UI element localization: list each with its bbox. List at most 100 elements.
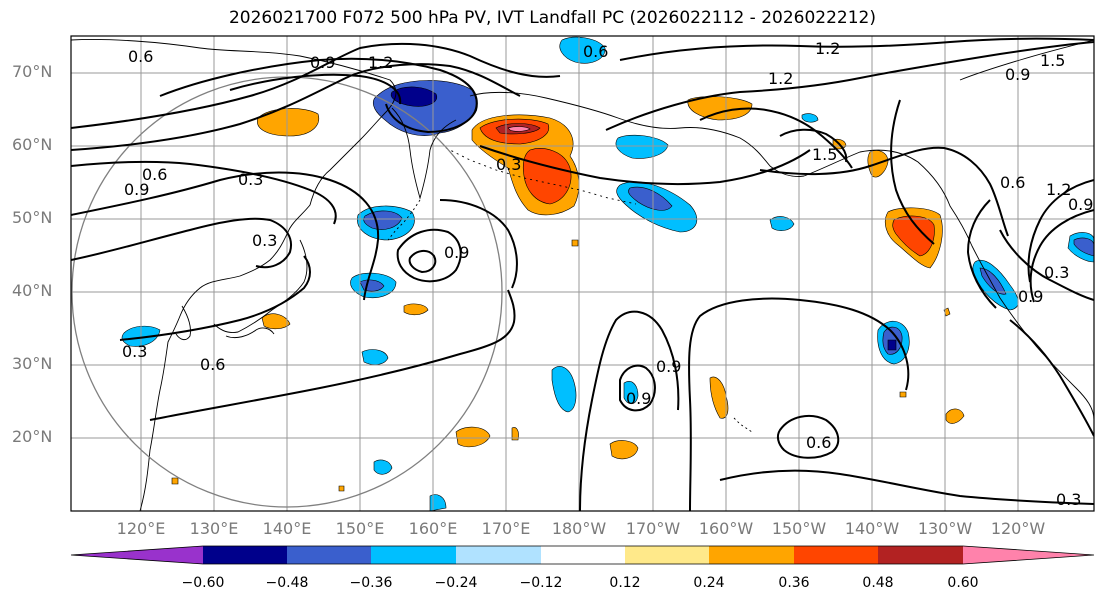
pv-negative-core <box>979 267 1007 295</box>
contour-label: 0.6 <box>806 433 831 452</box>
contour-label: 0.9 <box>656 357 681 376</box>
map-frame <box>70 35 1095 512</box>
contour-label: 0.3 <box>1044 263 1069 282</box>
pv-negative-core <box>390 86 438 107</box>
pv-positive-blob <box>709 376 729 419</box>
colorbar-tick: −0.36 <box>349 575 393 591</box>
pv-positive-blob <box>338 485 345 492</box>
contour-0.9 <box>71 63 521 151</box>
lon-label: 160°W <box>698 519 754 538</box>
pv-negative-blob <box>769 216 795 231</box>
contour-0.9 <box>619 364 656 412</box>
pv-positive-blob <box>257 108 320 137</box>
contour-0.3 <box>719 469 1094 505</box>
colorbar-tick: −0.48 <box>265 575 309 591</box>
lon-label: 140°W <box>844 519 900 538</box>
colorbar-segment <box>878 546 963 564</box>
asia-coastline <box>71 39 397 511</box>
korea-coastline <box>175 305 191 341</box>
contour-label: 0.3 <box>1056 490 1081 509</box>
contour-1.2 <box>408 250 437 274</box>
contour-0.3 <box>71 217 292 269</box>
contour-label: 0.9 <box>1068 195 1093 214</box>
pv-negative-blob <box>801 113 819 123</box>
contour-0.9 <box>605 41 1094 131</box>
lon-label: 170°W <box>625 519 681 538</box>
pv-positive-blob <box>403 303 429 316</box>
pv-positive-blob <box>945 408 965 424</box>
colorbar-outline <box>70 545 1095 565</box>
contour-label: 0.6 <box>142 165 167 184</box>
contour-0.9 <box>1029 209 1094 303</box>
coastlines <box>71 39 1094 511</box>
pv-negative-blob <box>559 36 606 64</box>
contour-label: 0.3 <box>496 155 521 174</box>
contour-0.6 <box>579 310 680 511</box>
contour-label: 0.9 <box>444 243 469 262</box>
contour-0.9 <box>396 228 462 283</box>
contour-labels: 0.6 0.9 1.2 0.6 1.2 0.9 1.5 1.2 0.3 1.5 … <box>122 39 1093 509</box>
contour-1.5 <box>779 128 848 163</box>
contour-0.6 <box>890 99 935 245</box>
contour-1.2 <box>1027 179 1094 283</box>
pv-positive-blob <box>609 440 639 460</box>
contour-0.6 <box>966 199 997 309</box>
north-america-coastline <box>959 39 1094 81</box>
colorbar-segment <box>287 546 371 564</box>
contour-label: 1.5 <box>812 145 837 164</box>
pv-negative-blob <box>623 381 639 405</box>
colorbar-segment <box>203 546 287 564</box>
lat-label: 20°N <box>12 427 53 446</box>
lon-label: 130°E <box>189 519 239 538</box>
colorbar-segment <box>456 546 541 564</box>
colorbar-extend-max <box>963 546 1094 564</box>
pv-positive-blob <box>455 426 491 448</box>
colorbar-tick: 0.60 <box>947 575 979 591</box>
colorbar-tick: 0.36 <box>778 575 810 591</box>
contour-label: 0.3 <box>252 231 277 250</box>
contour-label: 0.9 <box>124 180 149 199</box>
contour-label: 1.2 <box>815 39 840 58</box>
lon-label: 150°W <box>771 519 827 538</box>
contour-0.6 <box>776 414 840 459</box>
lon-label: 160°E <box>408 519 458 538</box>
colorbar-segment <box>625 546 709 564</box>
ivt-contours <box>71 37 1094 511</box>
colorbar-segment <box>709 546 794 564</box>
pv-negative-blob <box>551 366 577 413</box>
colorbar-tick: 0.12 <box>609 575 641 591</box>
contour-0.9 <box>1009 319 1094 437</box>
lat-label: 50°N <box>12 208 53 227</box>
lat-label: 30°N <box>12 354 53 373</box>
figure-title: 2026021700 F072 500 hPa PV, IVT Landfall… <box>228 8 876 28</box>
lon-label: 180°W <box>551 519 607 538</box>
contour-label: 0.6 <box>583 42 608 61</box>
lat-label: 60°N <box>12 135 53 154</box>
contour-label: 0.9 <box>626 389 651 408</box>
map-background <box>71 36 1094 511</box>
lon-label: 170°E <box>481 519 531 538</box>
pv-negative-blob <box>361 349 389 365</box>
contour-0.3 <box>999 229 1094 301</box>
pv-negative-blob <box>429 494 447 511</box>
lon-label: 150°E <box>335 519 385 538</box>
alaska-coastline <box>469 91 805 177</box>
contour-0.6 <box>439 199 518 289</box>
contour-0.6 <box>759 146 1009 237</box>
lon-label: 140°E <box>262 519 312 538</box>
colorbar-segment <box>371 546 456 564</box>
north-america-coastline <box>803 149 1094 421</box>
japan-coastline <box>213 239 308 333</box>
contour-label: 1.2 <box>1046 180 1071 199</box>
contour-label: 0.6 <box>1000 173 1025 192</box>
pv-positive-core <box>892 215 935 257</box>
pv-positive-blob <box>261 313 291 330</box>
japan-coastline <box>225 327 275 339</box>
contour-label: 0.6 <box>128 47 153 66</box>
contour-label: 0.3 <box>238 170 263 189</box>
pv-negative-blob <box>615 134 669 159</box>
contour-label: 1.2 <box>368 53 393 72</box>
aleutian-islands <box>445 147 637 205</box>
colorbar <box>70 545 1095 565</box>
lon-label: 120°W <box>990 519 1046 538</box>
